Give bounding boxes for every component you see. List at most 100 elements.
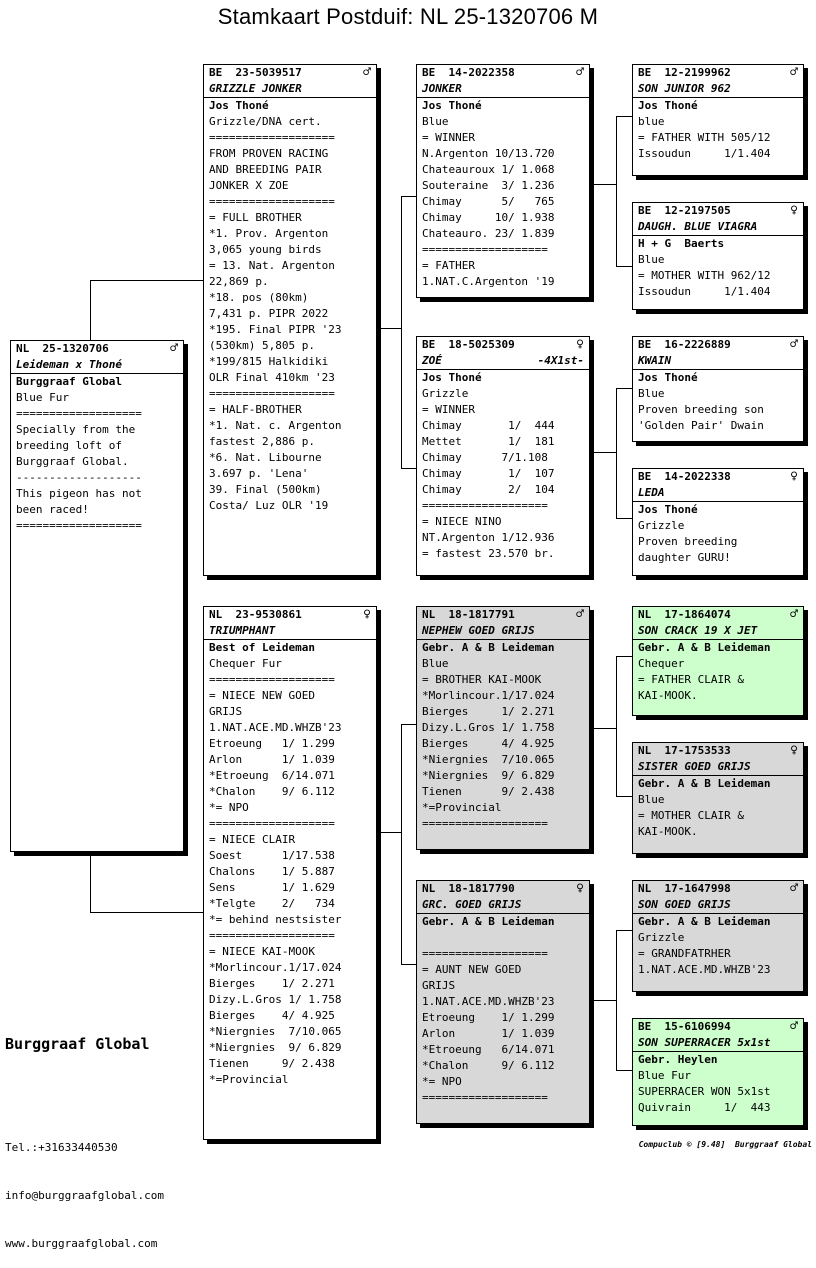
pigeon-details: Gebr. A & B Leideman Blue = BROTHER KAI-MO… [417,640,589,832]
pigeon-card-mother-mother[interactable]: NL 18-1817790 ♀ GRC. GOED GRIJS Gebr. A & B… [416,880,590,1124]
pigeon-name-row: SON GOED GRIJS [633,897,803,914]
detail-line: =================== [209,817,335,830]
detail-line: *Telgte 2/ 734 [209,897,335,910]
connector [594,728,616,729]
detail-line: *Chalon 9/ 6.112 [209,785,335,798]
owner-line: Jos Thoné [209,99,269,112]
detail-line: *1. Prov. Argenton [209,227,329,240]
pigeon-name-row: SON SUPERRACER 5x1st [633,1035,803,1052]
contact-email[interactable]: info@burggraafglobal.com [5,1189,164,1202]
detail-line: Burggraaf Global. [16,455,129,468]
pigeon-card-mfm[interactable]: NL 17-1753533 ♀ SISTER GOED GRIJS Gebr. A &… [632,742,804,854]
sex-icon: ♂ [790,1019,798,1034]
pigeon-card-fmf[interactable]: BE 16-2226889 ♂ KWAIN Jos Thoné Blue Proven b… [632,336,804,442]
detail-line: 1.NAT.C.Argenton '19 [422,275,555,288]
sex-icon: ♀ [576,337,584,352]
connector [616,656,617,796]
detail-line: Blue [638,253,665,266]
owner-line: Gebr. A & B Leideman [422,915,555,928]
detail-line: SUPERRACER WON 5x1st [638,1085,771,1098]
pigeon-details: Jos Thoné blue = FATHER WITH 505/12 Issoudu… [633,98,803,162]
detail-line: *6. Nat. Libourne [209,451,322,464]
detail-line: Blue Fur [16,391,69,404]
pigeon-details: Jos Thoné Grizzle Proven breeding daughter … [633,502,803,566]
pigeon-name: TRIUMPHANT [209,624,276,637]
pigeon-card-father-father[interactable]: BE 14-2022358 ♂ JONKER Jos Thoné Blue = WINNE… [416,64,590,298]
connector [90,280,204,281]
ring-number: NL 17-1864074 [638,608,731,621]
detail-line: GRIJS [422,979,456,992]
pigeon-card-mother-father[interactable]: NL 18-1817791 ♂ NEPHEW GOED GRIJS Gebr. A &… [416,606,590,850]
detail-line: ------------------- [16,471,142,484]
pigeon-card-mmm[interactable]: BE 15-6106994 ♂ SON SUPERRACER 5x1st Gebr. … [632,1018,804,1126]
detail-line: Tienen 9/ 2.438 [422,785,555,798]
detail-line: Tienen 9/ 2.438 [209,1057,335,1070]
pigeon-card-mother[interactable]: NL 23-9530861 ♀ TRIUMPHANT Best of Leideman… [203,606,377,1140]
detail-line: Grizzle [638,931,685,944]
owner-line: Jos Thoné [638,371,698,384]
detail-line: *Chalon 9/ 6.112 [422,1059,555,1072]
pigeon-card-mff[interactable]: NL 17-1864074 ♂ SON CRACK 19 X JET Gebr. A … [632,606,804,716]
pigeon-card-subject[interactable]: NL 25-1320706 ♂ Leideman x Thoné Burggraaf … [10,340,184,852]
connector [401,468,417,469]
connector [401,964,417,965]
sex-icon: ♀ [576,881,584,896]
pigeon-name: KWAIN [638,354,672,367]
ring-header: BE 12-2199962 ♂ [633,65,803,81]
ring-header: BE 18-5025309 ♀ [417,337,589,353]
pigeon-details: Gebr. Heylen Blue Fur SUPERRACER WON 5x1st… [633,1052,803,1116]
detail-line: Mettet 1/ 181 [422,435,555,448]
detail-line: Issoudun 1/1.404 [638,285,771,298]
connector [594,452,616,453]
pigeon-card-mmf[interactable]: NL 17-1647998 ♂ SON GOED GRIJS Gebr. A & B … [632,880,804,992]
ring-number: BE 12-2197505 [638,204,731,217]
owner-line: Burggraaf Global [16,375,122,388]
sex-icon: ♂ [363,65,371,80]
pigeon-name-row: SISTER GOED GRIJS [633,759,803,776]
pigeon-details: Burggraaf Global Blue Fur ================… [11,374,183,534]
detail-line: = NIECE NINO [422,515,502,528]
pigeon-card-father[interactable]: BE 23-5039517 ♂ GRIZZLE JONKER Jos Thoné Gri… [203,64,377,576]
ring-header: BE 15-6106994 ♂ [633,1019,803,1035]
pigeon-card-fmm[interactable]: BE 14-2022338 ♀ LEDA Jos Thoné Grizzle Proven… [632,468,804,576]
sex-icon: ♂ [170,341,178,356]
pigeon-name: GRIZZLE JONKER [209,82,302,95]
pigeon-card-fff[interactable]: BE 12-2199962 ♂ SON JUNIOR 962 Jos Thoné blu… [632,64,804,176]
pigeon-card-ffm[interactable]: BE 12-2197505 ♀ DAUGH. BLUE VIAGRA H + G Ba… [632,202,804,310]
owner-line: Gebr. A & B Leideman [638,641,771,654]
detail-line: NT.Argenton 1/12.936 [422,531,555,544]
detail-line: = HALF-BROTHER [209,403,302,416]
pigeon-name: GRC. GOED GRIJS [422,898,522,911]
connector [616,796,632,797]
detail-line: =================== [209,131,335,144]
ring-number: NL 18-1817790 [422,882,515,895]
sex-icon: ♂ [576,65,584,80]
pigeon-card-father-mother[interactable]: BE 18-5025309 ♀ ZOÉ -4X1st- Jos Thoné Grizzle… [416,336,590,576]
detail-line: Chequer Fur [209,657,282,670]
ring-number: BE 15-6106994 [638,1020,731,1033]
detail-line: Dizy.L.Gros 1/ 1.758 [422,721,555,734]
detail-line: Chalons 1/ 5.887 [209,865,335,878]
pigeon-name-row: TRIUMPHANT [204,623,376,640]
owner-line: Gebr. A & B Leideman [422,641,555,654]
ring-number: BE 23-5039517 [209,66,302,79]
sex-icon: ♀ [790,203,798,218]
detail-line: Blue Fur [638,1069,691,1082]
detail-line: breeding loft of [16,439,122,452]
contact-website[interactable]: www.burggraafglobal.com [5,1237,158,1250]
detail-line: Grizzle [638,519,685,532]
detail-line: *Etroeung 6/14.071 [209,769,335,782]
sex-icon: ♂ [790,337,798,352]
detail-line: Chimay 1/ 107 [422,467,555,480]
connector [594,184,616,185]
detail-line: *Etroeung 6/14.071 [422,1043,555,1056]
detail-line: Soest 1/17.538 [209,849,335,862]
detail-line: 1.NAT.ACE.MD.WHZB'23 [638,963,771,976]
pigeon-details: Gebr. A & B Leideman Chequer = FATHER CLAI… [633,640,803,704]
pigeon-name: Leideman x Thoné [16,358,122,371]
pigeon-details: Gebr. A & B Leideman Grizzle = GRANDFATRHE… [633,914,803,978]
detail-line: JONKER X ZOE [209,179,289,192]
connector [616,656,632,657]
connector [616,1070,632,1071]
detail-line: 'Golden Pair' Dwain [638,419,764,432]
